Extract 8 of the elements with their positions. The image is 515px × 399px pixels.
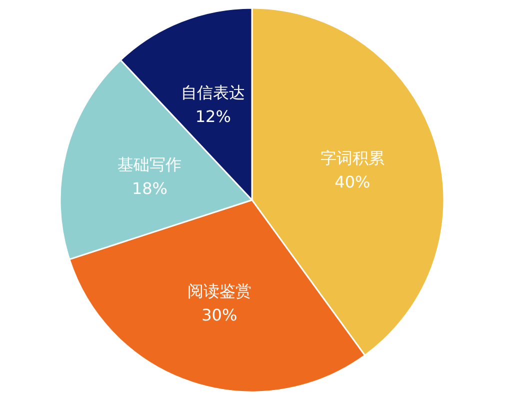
slice-label: 自信表达 xyxy=(181,82,246,102)
data-label: 40% xyxy=(334,172,370,192)
slice-label: 阅读鉴赏 xyxy=(187,281,252,300)
slice-label: 字词积累 xyxy=(320,148,384,168)
data-label: 30% xyxy=(202,305,238,324)
data-label: 18% xyxy=(132,178,168,198)
data-label: 12% xyxy=(195,106,231,126)
slice-label: 基础写作 xyxy=(118,154,182,174)
